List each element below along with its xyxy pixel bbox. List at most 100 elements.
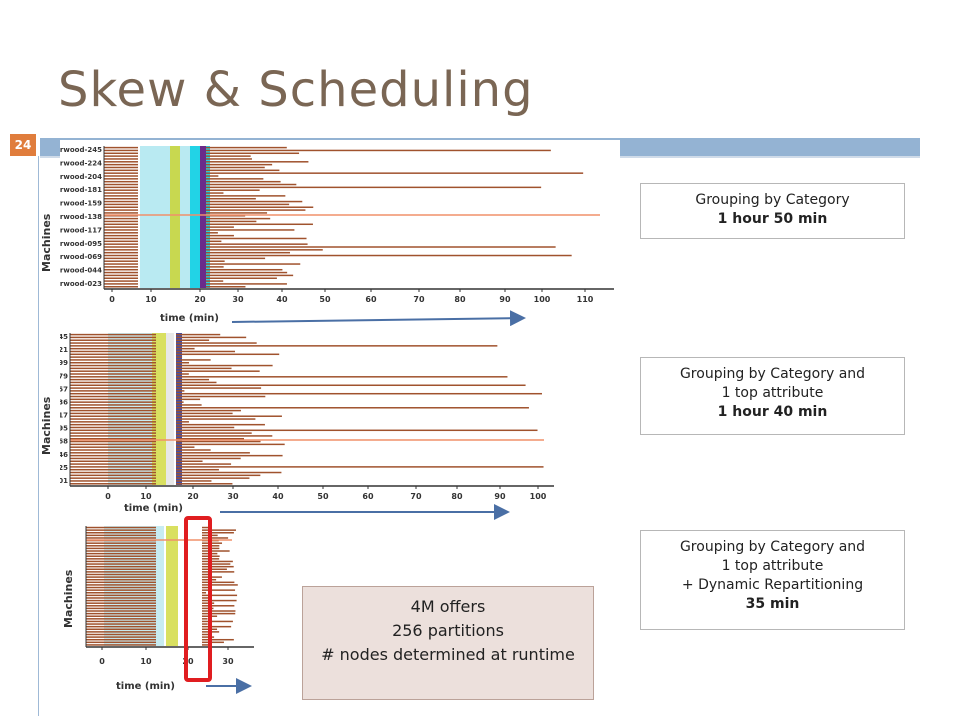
task-bar-reduce <box>202 581 235 584</box>
task-bar-reduce <box>202 633 209 636</box>
task-bar-reduce <box>176 361 190 364</box>
task-bar-map <box>86 594 156 597</box>
task-bar-reduce <box>206 158 252 160</box>
task-bar-reduce <box>202 620 233 623</box>
task-bar-reduce <box>202 610 236 612</box>
task-bar-map <box>104 200 138 203</box>
task-bar-reduce <box>176 347 195 350</box>
task-bar-reduce <box>206 152 300 155</box>
x-tick-label: 30 <box>232 295 244 304</box>
task-bar-map <box>104 220 138 223</box>
chart3-xlabel: time (min) <box>116 681 175 692</box>
x-tick-label: 110 <box>577 295 594 304</box>
task-bar-map <box>70 356 156 358</box>
task-bar-map <box>70 423 156 426</box>
task-bar-map <box>70 376 156 378</box>
chart1-xlabel: time (min) <box>160 313 219 324</box>
task-bar-reduce <box>176 364 273 367</box>
task-bar-map <box>86 571 156 573</box>
task-bar-map <box>104 152 138 155</box>
task-bar-map <box>70 460 156 463</box>
x-tick-label: 0 <box>109 295 115 304</box>
task-bar-reduce <box>206 195 286 197</box>
task-bar-map <box>86 599 156 602</box>
task-bar-reduce <box>176 437 245 440</box>
task-bar-map <box>70 468 156 471</box>
task-bar-map <box>70 480 156 482</box>
task-bar-reduce <box>176 381 217 384</box>
task-bar-map <box>70 336 156 339</box>
infobox-grouping-category: Grouping by Category 1 hour 50 min <box>640 183 905 239</box>
task-bar-map <box>86 532 156 534</box>
machine-label: nerwood-245 <box>60 146 102 154</box>
x-tick-label: 100 <box>534 295 551 304</box>
task-bar-reduce <box>202 542 223 544</box>
task-bar-map <box>104 286 138 288</box>
time-arrow-1 <box>231 310 526 327</box>
task-bar-map <box>70 387 156 389</box>
task-bar-map <box>104 215 138 217</box>
task-bar-map <box>86 578 156 581</box>
task-bar-reduce <box>206 186 542 189</box>
task-bar-reduce <box>176 483 233 485</box>
task-bar-map <box>70 333 156 336</box>
task-bar-map <box>86 625 156 628</box>
machine-label: nerwood-117 <box>60 226 102 234</box>
task-bar-reduce <box>206 271 288 274</box>
task-bar-reduce <box>206 203 290 206</box>
task-bar-map <box>70 421 156 423</box>
note-line: 256 partitions <box>392 621 504 640</box>
task-bar-reduce <box>176 401 184 403</box>
task-bar-map <box>86 612 156 615</box>
x-tick-label: 50 <box>319 295 331 304</box>
chart1-svg: nerwood-245 nerwood-224 nerwood-204 nerwood… <box>60 146 614 304</box>
task-bar-map <box>70 429 156 432</box>
task-bar-map <box>104 271 138 274</box>
task-bar-map <box>104 223 138 226</box>
config-note-box: 4M offers 256 partitions # nodes determi… <box>302 586 594 700</box>
task-bar-map <box>70 426 156 429</box>
task-bar-reduce <box>202 599 237 602</box>
task-bar-map <box>86 529 156 531</box>
x-tick-label: 10 <box>145 295 157 304</box>
x-tick-label: 20 <box>187 492 199 501</box>
task-bar-reduce <box>176 452 250 454</box>
task-bar-reduce <box>176 404 202 406</box>
machine-label: nerwood-095 <box>60 240 102 248</box>
task-bar-map <box>104 175 138 177</box>
task-bar-reduce <box>176 376 508 378</box>
task-bar-reduce <box>176 412 233 415</box>
task-bar-reduce <box>206 197 256 200</box>
task-bar-reduce <box>202 563 231 565</box>
task-bar-reduce <box>206 268 283 271</box>
task-bar-map <box>86 568 156 571</box>
task-bar-map <box>70 353 156 356</box>
task-bar-reduce <box>206 189 260 191</box>
task-bar-map <box>86 644 156 646</box>
task-bar-reduce <box>206 243 308 245</box>
task-bar-reduce <box>176 471 282 474</box>
infobox-duration: 1 hour 40 min <box>717 404 828 420</box>
task-bar-map <box>70 347 156 350</box>
task-bar-map <box>104 186 138 189</box>
task-bar-reduce <box>202 537 229 539</box>
task-bar-map <box>86 641 156 644</box>
task-bar-reduce <box>176 421 189 423</box>
task-bar-map <box>70 463 156 465</box>
infobox-line: + Dynamic Repartitioning <box>681 577 864 593</box>
task-bar-map <box>70 361 156 364</box>
task-bar-map <box>104 163 138 166</box>
task-bar-map <box>104 209 138 211</box>
task-bar-reduce <box>206 263 301 265</box>
task-bar-map <box>86 558 156 560</box>
task-bar-map <box>86 631 156 633</box>
machine-label: nerwood-181 <box>60 186 102 194</box>
gantt-chart-1: nerwood-245 nerwood-224 nerwood-204 nerwood… <box>60 140 620 312</box>
task-bar-map <box>104 189 138 191</box>
task-bar-reduce <box>176 370 260 372</box>
task-bar-reduce <box>206 175 219 177</box>
task-bar-reduce <box>176 336 247 339</box>
task-bar-map <box>104 254 138 257</box>
task-bar-reduce <box>202 532 234 534</box>
